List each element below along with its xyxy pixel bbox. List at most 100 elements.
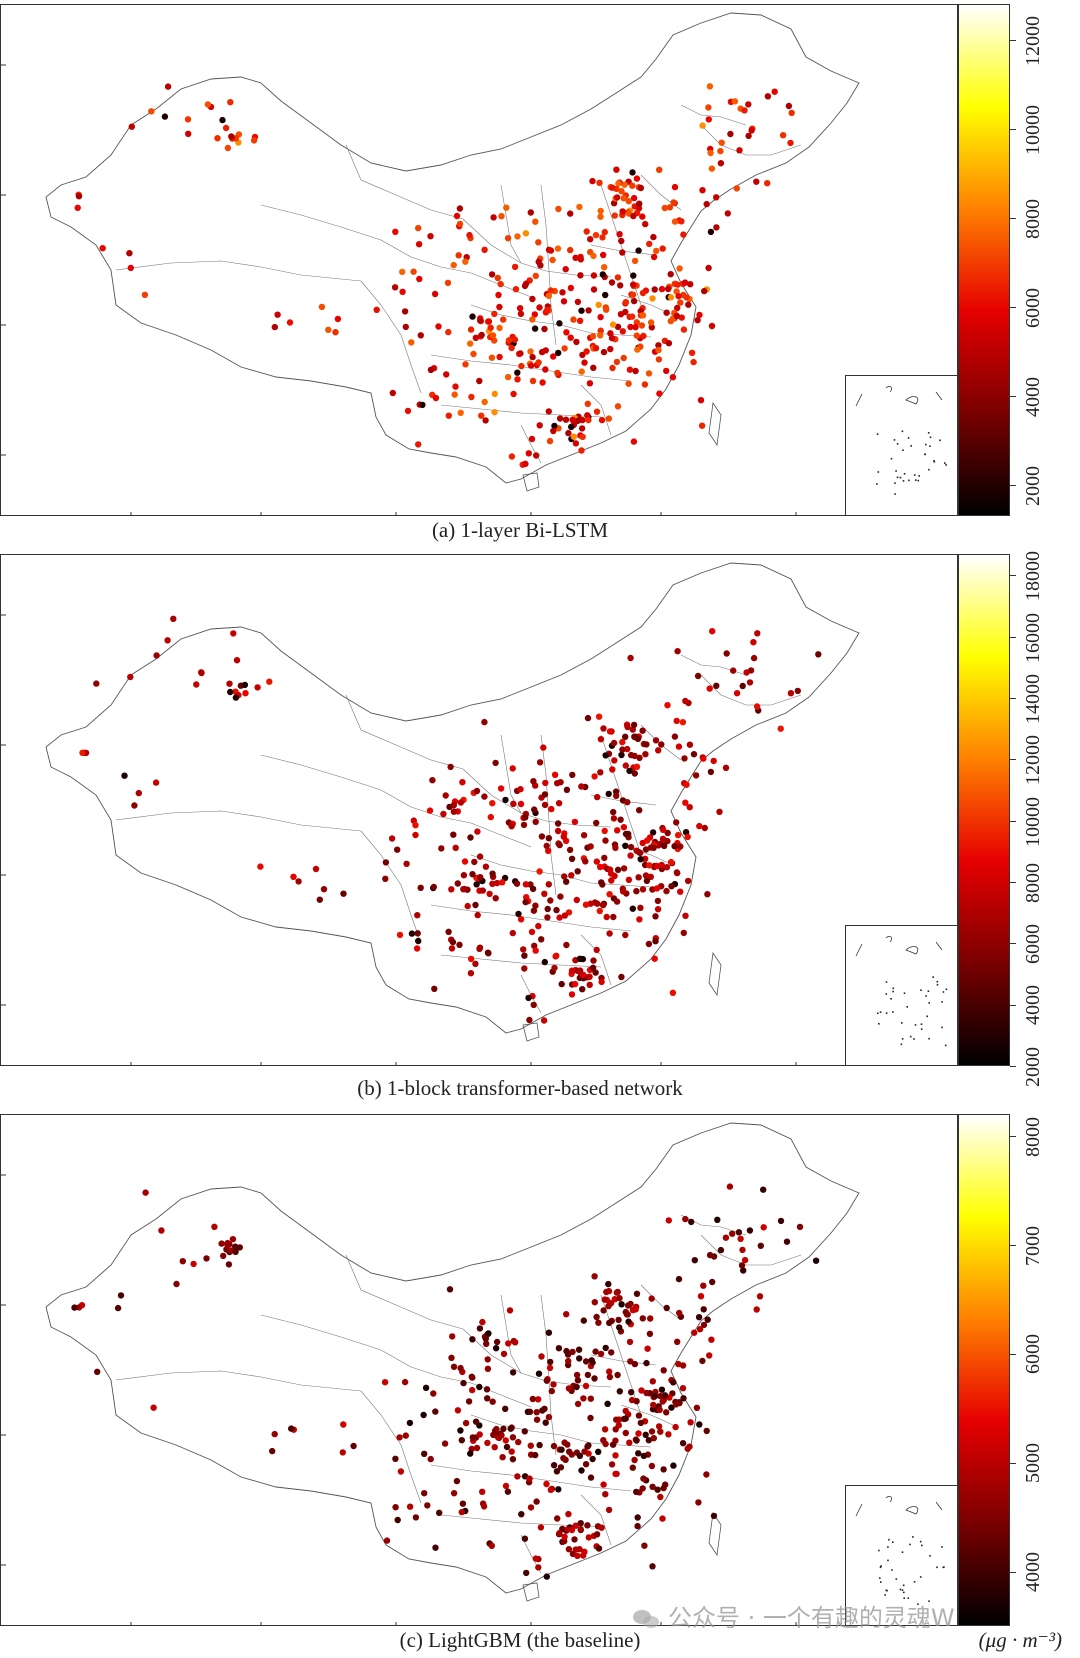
station-point — [733, 185, 740, 192]
station-point — [696, 822, 703, 830]
station-point — [448, 886, 455, 893]
station-point — [502, 1437, 509, 1444]
station-point — [656, 390, 663, 397]
station-point — [625, 1318, 632, 1325]
station-point — [584, 714, 592, 722]
station-point — [469, 1336, 476, 1343]
station-point — [596, 907, 603, 915]
station-point — [731, 98, 739, 105]
station-point — [630, 281, 637, 288]
station-point — [547, 1358, 554, 1366]
inset-island — [944, 462, 946, 464]
colorbar-tick-label: 8000 — [1022, 198, 1044, 239]
station-point — [558, 1446, 565, 1453]
station-point — [577, 256, 584, 263]
station-point — [546, 1364, 554, 1372]
station-point — [94, 1368, 101, 1375]
station-point — [616, 1324, 623, 1331]
station-point — [508, 453, 516, 460]
hainan-outline — [522, 472, 540, 492]
station-point — [785, 102, 793, 110]
station-point — [557, 893, 564, 900]
station-point — [659, 826, 667, 833]
station-point — [614, 1371, 621, 1379]
station-point — [227, 99, 234, 106]
station-point — [648, 1295, 655, 1302]
station-point — [597, 332, 604, 339]
station-point — [679, 1362, 687, 1369]
station-point — [469, 1374, 476, 1381]
station-point — [515, 1438, 522, 1446]
station-point — [502, 1405, 509, 1412]
station-point — [566, 846, 574, 854]
station-point — [658, 285, 666, 293]
station-point — [71, 1304, 78, 1311]
station-point — [591, 1375, 598, 1382]
station-point — [218, 1240, 225, 1247]
station-point — [588, 1357, 595, 1364]
station-point — [590, 364, 597, 371]
station-point — [412, 831, 419, 839]
station-point — [504, 1488, 512, 1495]
station-point — [509, 765, 516, 772]
station-point — [556, 914, 563, 921]
station-point — [631, 257, 639, 265]
station-point — [619, 738, 626, 746]
station-point — [620, 824, 628, 831]
station-point — [381, 1379, 389, 1386]
station-point — [703, 1427, 710, 1435]
station-point — [717, 160, 725, 167]
inset-island — [903, 1591, 905, 1594]
station-point — [632, 367, 639, 375]
station-point — [531, 311, 538, 318]
station-point — [745, 132, 752, 140]
inset-island — [932, 976, 934, 978]
station-point — [609, 766, 616, 773]
station-point — [639, 1315, 646, 1322]
station-point — [547, 1486, 554, 1493]
colorbar-tick-label: 7000 — [1022, 1225, 1044, 1266]
station-point — [413, 945, 421, 952]
inset-island — [890, 457, 893, 460]
station-point — [520, 821, 528, 829]
station-point — [603, 306, 610, 313]
station-point — [583, 348, 590, 355]
station-point — [600, 725, 607, 732]
inset-island — [909, 1543, 911, 1546]
colorbar-c — [958, 1114, 1010, 1626]
station-point — [625, 380, 632, 387]
station-point — [605, 1302, 612, 1310]
colorbar-tick — [1010, 1066, 1016, 1067]
station-point — [746, 1227, 754, 1234]
station-point — [641, 1542, 648, 1549]
station-point — [532, 218, 539, 225]
station-point — [794, 687, 801, 695]
station-point — [643, 1389, 650, 1397]
station-point — [536, 422, 543, 429]
station-point — [518, 362, 525, 370]
station-point — [584, 400, 591, 407]
station-point — [544, 905, 551, 913]
station-point — [587, 1474, 595, 1481]
map-svg-a — [1, 12, 860, 515]
station-point — [391, 284, 399, 291]
colorbar-tick — [1010, 636, 1016, 638]
station-point — [492, 895, 499, 902]
station-point — [474, 911, 481, 919]
station-point — [334, 315, 342, 323]
station-point — [412, 822, 419, 829]
station-point — [606, 1368, 613, 1375]
station-point — [690, 751, 698, 758]
station-point — [645, 1437, 652, 1444]
station-point — [581, 1448, 588, 1455]
station-point — [684, 1445, 691, 1452]
station-point — [529, 377, 537, 385]
station-point — [550, 427, 557, 435]
station-point — [582, 1382, 590, 1390]
station-point — [706, 1352, 713, 1359]
inset-island — [892, 990, 894, 993]
station-point — [567, 210, 574, 217]
station-point — [566, 1448, 573, 1455]
station-point — [541, 801, 549, 809]
station-point — [485, 1330, 492, 1337]
